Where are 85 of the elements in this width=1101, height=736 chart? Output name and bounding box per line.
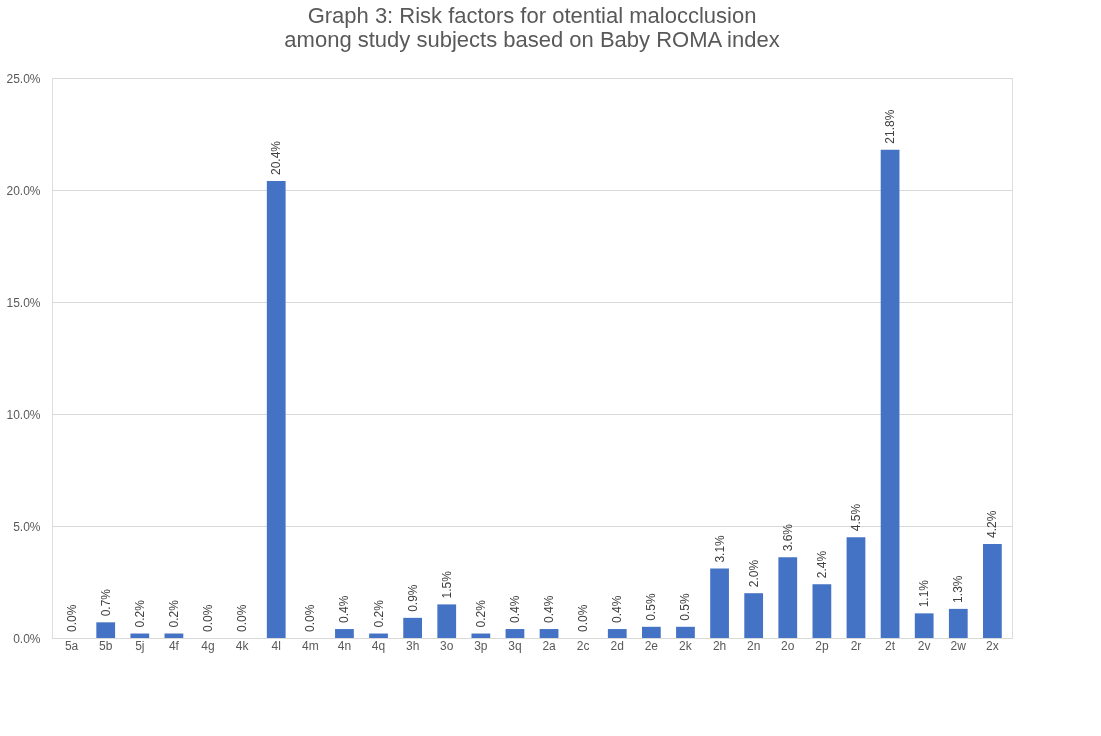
data-label: 2.4% — [814, 550, 829, 579]
data-label: 1.3% — [951, 575, 966, 603]
data-label: 4.5% — [848, 503, 863, 532]
bar — [96, 622, 116, 638]
data-label: 0.4% — [337, 595, 352, 624]
data-label: 0.2% — [473, 599, 488, 628]
bar — [335, 629, 354, 638]
data-label: 0.2% — [166, 599, 181, 628]
data-label: 3.1% — [712, 534, 727, 563]
bar — [812, 584, 832, 638]
data-label: 0.4% — [610, 595, 625, 624]
x-tick-label: 3p — [474, 638, 488, 653]
data-label: 0.4% — [542, 595, 557, 624]
y-tick-label: 5.0% — [13, 519, 41, 534]
x-tick-label: 5b — [99, 638, 113, 653]
data-label: 1.1% — [917, 579, 932, 608]
x-tick-label: 2d — [610, 638, 624, 653]
x-tick-label: 2p — [815, 638, 829, 653]
x-tick-label: 4f — [168, 638, 180, 653]
x-tick-label: 5a — [64, 638, 79, 653]
data-label: 0.5% — [644, 593, 659, 621]
bar — [710, 568, 729, 638]
x-tick-label: 2h — [712, 638, 727, 653]
bar — [914, 613, 934, 638]
bar — [539, 629, 559, 638]
bar — [744, 593, 764, 638]
bar — [641, 626, 661, 638]
x-tick-label: 2e — [644, 638, 659, 653]
bar — [369, 633, 388, 638]
x-tick-label: 4l — [271, 638, 281, 653]
x-tick-label: 2k — [679, 638, 693, 653]
data-label: 0.2% — [132, 599, 147, 628]
bar — [130, 633, 150, 638]
x-tick-label: 4g — [201, 638, 215, 653]
x-tick-label: 2o — [781, 638, 795, 653]
data-label: 21.8% — [883, 109, 898, 144]
data-label: 4.2% — [985, 510, 1000, 538]
x-tick-label: 2r — [850, 638, 862, 653]
data-label: 0.7% — [98, 588, 113, 617]
x-tick-label: 3h — [405, 638, 420, 653]
x-tick-label: 2w — [950, 638, 967, 653]
bar — [846, 537, 866, 638]
data-label: 3.6% — [780, 523, 795, 552]
data-label: 0.0% — [201, 604, 216, 632]
data-label: 0.4% — [507, 595, 522, 624]
bar — [948, 608, 968, 638]
x-tick-label: 4n — [337, 638, 352, 653]
x-tick-label: 4m — [301, 638, 319, 653]
data-label: 0.9% — [405, 584, 420, 612]
x-tick-label: 2v — [917, 638, 931, 653]
bar — [505, 629, 525, 638]
y-tick-label: 0.0% — [13, 631, 41, 646]
chart-title: Graph 3: Risk factors for otential malocclusion among study subjects based on Baby ROMA index — [284, 3, 780, 52]
bar — [983, 543, 1002, 638]
data-label: 20.4% — [269, 140, 284, 176]
data-label: 0.5% — [678, 593, 693, 621]
data-label: 0.0% — [303, 604, 318, 632]
bar — [676, 626, 695, 638]
x-tick-label: 2t — [885, 638, 896, 653]
bar — [778, 557, 798, 638]
y-tick-label: 15.0% — [6, 295, 41, 310]
x-tick-label: 2c — [576, 638, 590, 653]
y-tick-label: 10.0% — [6, 407, 41, 422]
data-label: 0.2% — [371, 599, 386, 628]
x-tick-label: 3q — [508, 638, 522, 653]
data-label: 2.0% — [746, 559, 761, 588]
bar — [266, 181, 286, 638]
x-tick-label: 2n — [746, 638, 761, 653]
data-label: 1.5% — [439, 570, 454, 599]
y-tick-label: 20.0% — [6, 183, 41, 198]
x-tick-label: 2a — [542, 638, 557, 653]
y-tick-label: 25.0% — [6, 71, 41, 86]
bar — [607, 629, 627, 638]
x-tick-label: 4q — [371, 638, 386, 653]
data-label: 0.0% — [64, 604, 79, 632]
bar — [880, 149, 900, 638]
bar — [437, 604, 457, 638]
bar — [403, 617, 423, 638]
bar — [471, 633, 491, 638]
x-tick-label: 3o — [440, 638, 454, 653]
x-tick-label: 4k — [235, 638, 250, 653]
data-label: 0.0% — [235, 604, 250, 632]
x-tick-label: 5j — [135, 638, 145, 653]
x-tick-label: 2x — [986, 638, 999, 653]
data-label: 0.0% — [576, 604, 591, 632]
